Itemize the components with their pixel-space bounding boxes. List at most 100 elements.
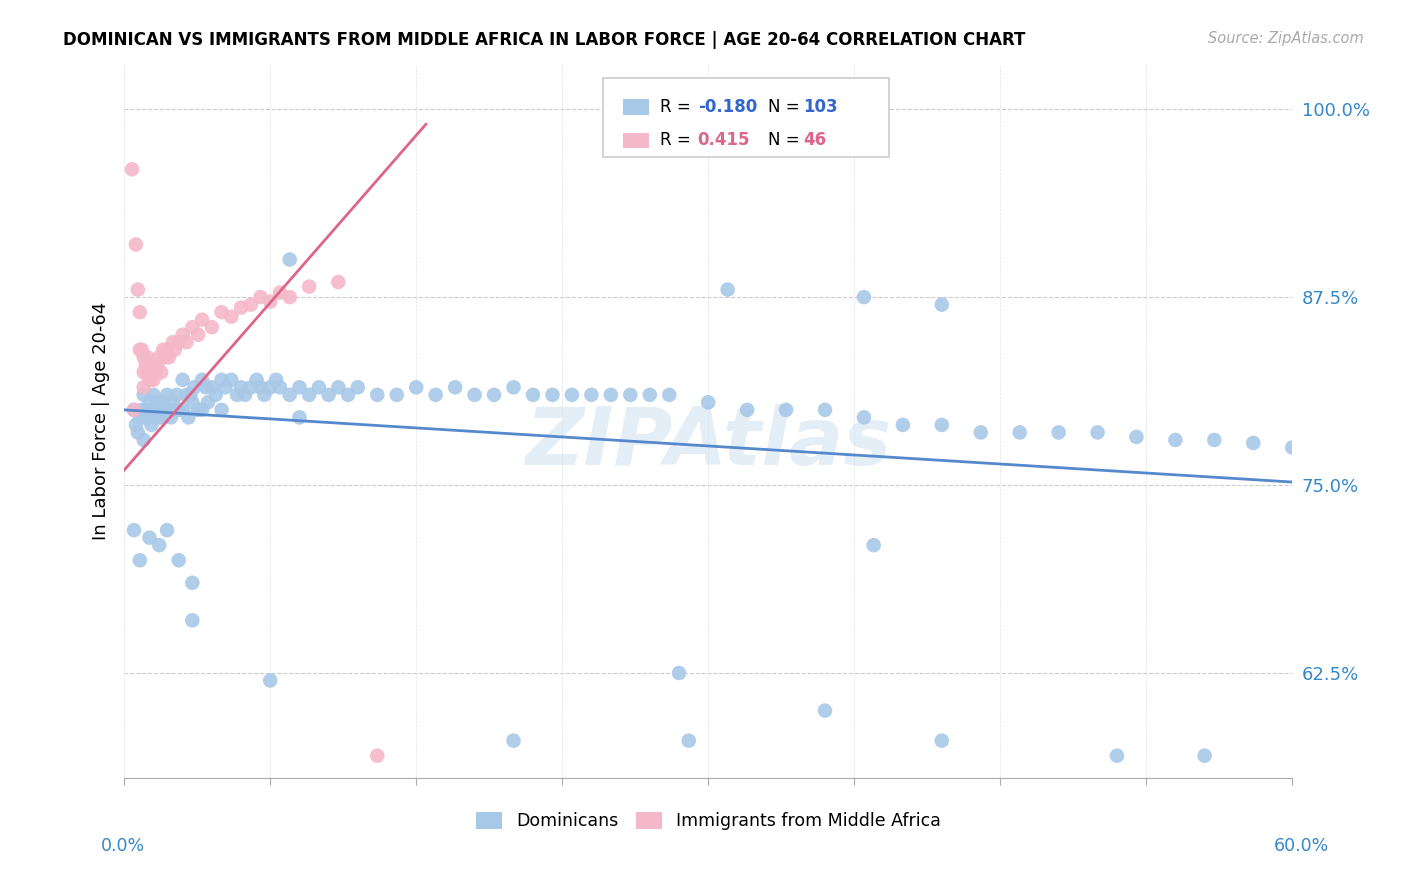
Point bbox=[1164, 433, 1187, 447]
Point bbox=[191, 402, 214, 417]
Point bbox=[298, 388, 321, 402]
Point bbox=[561, 388, 583, 402]
Point bbox=[128, 305, 150, 319]
Point bbox=[464, 388, 486, 402]
Text: 103: 103 bbox=[803, 98, 838, 116]
Point bbox=[269, 380, 291, 394]
Point bbox=[181, 320, 204, 334]
Point bbox=[891, 417, 914, 432]
Point bbox=[138, 531, 160, 545]
Point bbox=[145, 402, 167, 417]
Point bbox=[219, 310, 242, 324]
Point bbox=[122, 523, 145, 537]
Point bbox=[157, 351, 180, 365]
FancyBboxPatch shape bbox=[623, 133, 648, 148]
Point bbox=[1105, 748, 1128, 763]
Point bbox=[177, 410, 200, 425]
Point bbox=[541, 388, 564, 402]
Text: 0.0%: 0.0% bbox=[101, 837, 145, 855]
Point bbox=[157, 402, 180, 417]
Text: Source: ZipAtlas.com: Source: ZipAtlas.com bbox=[1208, 31, 1364, 46]
Point bbox=[167, 335, 190, 350]
Point bbox=[239, 298, 262, 312]
Point bbox=[121, 162, 143, 177]
Point bbox=[278, 388, 301, 402]
Point bbox=[239, 380, 262, 394]
Point bbox=[211, 305, 233, 319]
Point bbox=[931, 417, 953, 432]
Point bbox=[775, 402, 797, 417]
Point bbox=[259, 294, 281, 309]
Point bbox=[318, 388, 340, 402]
Point bbox=[1241, 436, 1264, 450]
Point bbox=[127, 283, 149, 297]
Point bbox=[132, 410, 155, 425]
Point bbox=[1125, 430, 1147, 444]
Point bbox=[176, 335, 198, 350]
Point bbox=[191, 373, 214, 387]
Point bbox=[502, 733, 524, 747]
Point bbox=[162, 395, 184, 409]
Point bbox=[328, 380, 350, 394]
Point bbox=[1008, 425, 1031, 440]
Point bbox=[187, 327, 209, 342]
Point bbox=[163, 343, 186, 357]
Point bbox=[259, 380, 281, 394]
Point bbox=[138, 373, 160, 387]
Point bbox=[125, 417, 148, 432]
Point bbox=[931, 733, 953, 747]
Point bbox=[153, 402, 176, 417]
Point bbox=[366, 748, 388, 763]
Point bbox=[581, 388, 603, 402]
Point bbox=[183, 380, 205, 394]
Point bbox=[131, 343, 153, 357]
Point bbox=[128, 343, 150, 357]
Point bbox=[148, 410, 170, 425]
Point bbox=[156, 388, 179, 402]
Point bbox=[269, 285, 291, 300]
Text: N =: N = bbox=[768, 98, 804, 116]
Text: R =: R = bbox=[661, 131, 696, 150]
Point bbox=[150, 365, 173, 379]
Point bbox=[128, 553, 150, 567]
Point bbox=[172, 327, 194, 342]
Point bbox=[142, 410, 165, 425]
Point bbox=[201, 320, 224, 334]
Point bbox=[970, 425, 993, 440]
Point bbox=[405, 380, 427, 394]
Point bbox=[1204, 433, 1226, 447]
Point bbox=[658, 388, 681, 402]
Point bbox=[385, 388, 408, 402]
Point bbox=[482, 388, 505, 402]
Y-axis label: In Labor Force | Age 20-64: In Labor Force | Age 20-64 bbox=[93, 302, 110, 541]
Point bbox=[181, 395, 204, 409]
Point bbox=[146, 358, 169, 372]
Point bbox=[152, 395, 174, 409]
Point bbox=[814, 704, 837, 718]
Point bbox=[259, 673, 281, 688]
Point bbox=[298, 279, 321, 293]
Point bbox=[122, 402, 145, 417]
Point bbox=[678, 733, 700, 747]
Point bbox=[135, 358, 157, 372]
Point bbox=[204, 388, 226, 402]
Point bbox=[226, 388, 249, 402]
Point bbox=[187, 402, 209, 417]
Point bbox=[128, 410, 150, 425]
Point bbox=[619, 388, 641, 402]
Point bbox=[136, 402, 159, 417]
Point bbox=[1194, 748, 1216, 763]
Point bbox=[181, 575, 204, 590]
Point bbox=[156, 523, 179, 537]
Text: N =: N = bbox=[768, 131, 804, 150]
Point bbox=[278, 290, 301, 304]
Point bbox=[599, 388, 621, 402]
Point bbox=[156, 343, 179, 357]
Point bbox=[160, 410, 183, 425]
Point bbox=[852, 290, 875, 304]
Point bbox=[852, 410, 875, 425]
Text: 60.0%: 60.0% bbox=[1274, 837, 1329, 855]
Point bbox=[152, 410, 174, 425]
Point bbox=[136, 365, 159, 379]
Point bbox=[153, 351, 176, 365]
